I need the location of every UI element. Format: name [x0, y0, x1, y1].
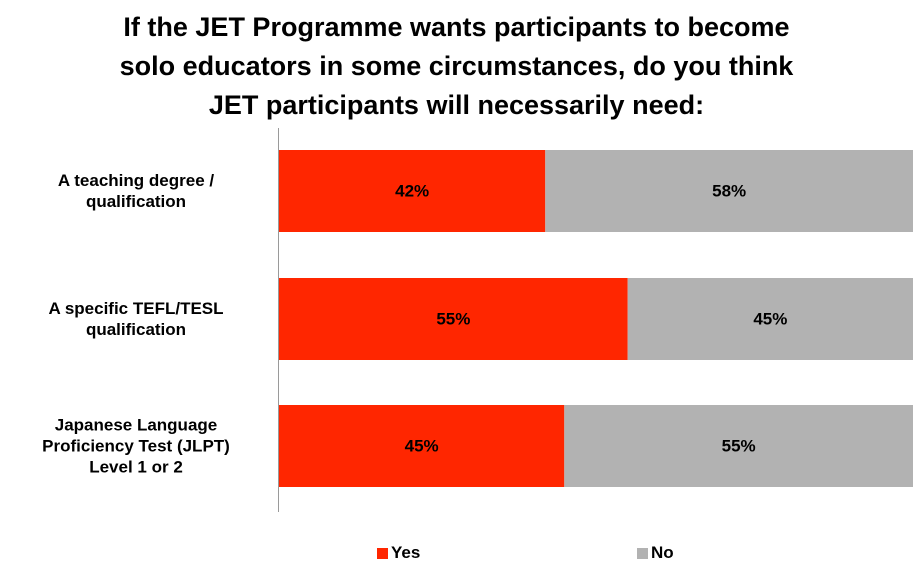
- bar-no-3: [564, 405, 913, 487]
- category-label-2: A specific TEFL/TESL qualification: [48, 299, 223, 339]
- data-label-no-2: 45%: [753, 310, 787, 329]
- data-label-yes-1: 42%: [395, 182, 429, 201]
- category-label-line: Japanese Language: [55, 416, 218, 435]
- category-label-1: A teaching degree / qualification: [58, 171, 214, 211]
- bar-no-2: [627, 278, 913, 360]
- category-label-line: qualification: [86, 192, 186, 211]
- category-label-line: A teaching degree /: [58, 171, 214, 190]
- data-label-no-3: 55%: [722, 437, 756, 456]
- category-label-3: Japanese Language Proficiency Test (JLPT)…: [42, 416, 230, 477]
- bar-yes-2: [279, 278, 628, 360]
- legend-item-yes: Yes: [377, 543, 420, 563]
- legend-swatch-yes: [377, 547, 388, 559]
- data-label-yes-3: 45%: [405, 437, 439, 456]
- chart-title-line: solo educators in some circumstances, do…: [119, 51, 794, 81]
- legend: Yes No: [0, 543, 913, 563]
- data-label-yes-2: 55%: [436, 310, 470, 329]
- bar-no-1: [545, 150, 913, 232]
- stacked-bar-chart: 42% 58% A teaching degree / qualification 55…: [42, 128, 913, 512]
- category-label-line: Proficiency Test (JLPT): [42, 437, 230, 456]
- legend-label-yes: Yes: [391, 543, 421, 562]
- chart-title-line: If the JET Programme wants participants …: [123, 12, 790, 42]
- chart-title-line: JET participants will necessarily need:: [208, 90, 705, 120]
- bar-yes-3: [279, 405, 565, 487]
- category-label-line: qualification: [86, 320, 186, 339]
- legend-item-no: No: [637, 543, 674, 563]
- data-label-no-1: 58%: [712, 182, 746, 201]
- legend-label-no: No: [651, 543, 674, 562]
- category-label-line: A specific TEFL/TESL: [48, 299, 223, 318]
- category-label-line: Level 1 or 2: [89, 458, 183, 477]
- chart-title: If the JET Programme wants participants …: [0, 8, 913, 125]
- bar-yes-1: [279, 150, 546, 232]
- legend-swatch-no: [637, 547, 648, 559]
